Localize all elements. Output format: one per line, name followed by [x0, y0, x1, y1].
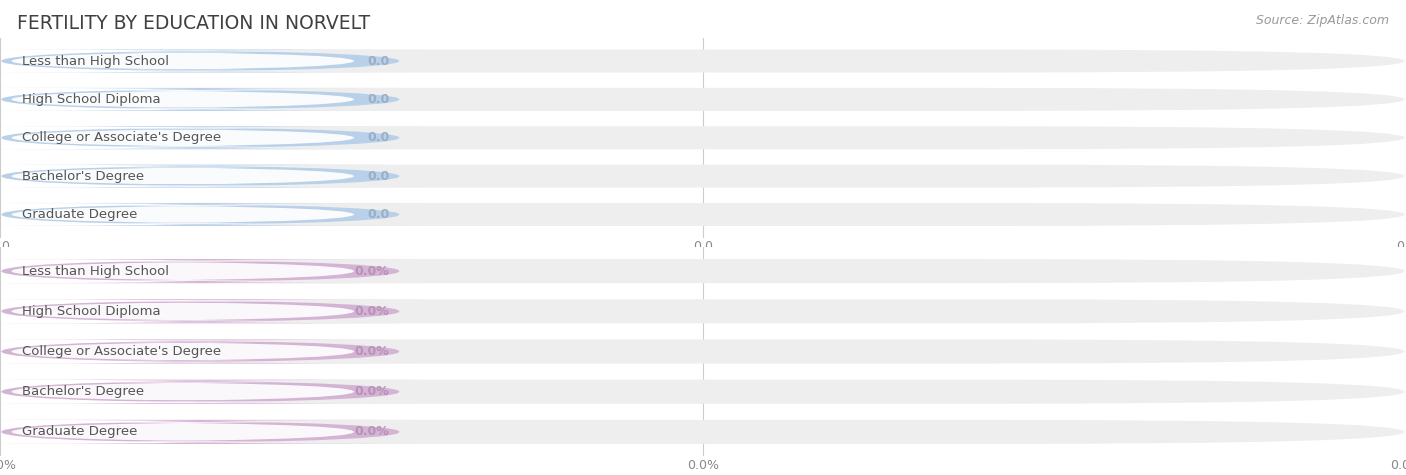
FancyBboxPatch shape	[0, 299, 423, 323]
Text: Less than High School: Less than High School	[22, 265, 170, 277]
Text: High School Diploma: High School Diploma	[22, 305, 162, 318]
FancyBboxPatch shape	[3, 342, 363, 361]
FancyBboxPatch shape	[0, 165, 423, 188]
FancyBboxPatch shape	[1, 340, 1405, 363]
Text: 0.0: 0.0	[367, 131, 389, 144]
Text: 0.0: 0.0	[367, 208, 389, 221]
Text: 0.0%: 0.0%	[354, 305, 389, 318]
FancyBboxPatch shape	[0, 126, 423, 149]
FancyBboxPatch shape	[1, 126, 1405, 149]
Text: Less than High School: Less than High School	[22, 55, 170, 67]
Text: College or Associate's Degree: College or Associate's Degree	[22, 345, 222, 358]
FancyBboxPatch shape	[3, 167, 363, 186]
FancyBboxPatch shape	[3, 382, 363, 401]
FancyBboxPatch shape	[0, 49, 423, 73]
FancyBboxPatch shape	[0, 340, 423, 363]
Text: Bachelor's Degree: Bachelor's Degree	[22, 170, 145, 182]
Text: 0.0%: 0.0%	[354, 426, 389, 438]
FancyBboxPatch shape	[3, 205, 363, 224]
Text: 0.0%: 0.0%	[354, 265, 389, 277]
FancyBboxPatch shape	[1, 259, 1405, 283]
Text: Source: ZipAtlas.com: Source: ZipAtlas.com	[1256, 14, 1389, 27]
Text: Bachelor's Degree: Bachelor's Degree	[22, 385, 145, 398]
FancyBboxPatch shape	[1, 420, 1405, 444]
Text: 0.0: 0.0	[367, 55, 389, 67]
FancyBboxPatch shape	[3, 302, 363, 321]
FancyBboxPatch shape	[1, 49, 1405, 73]
FancyBboxPatch shape	[0, 420, 423, 444]
FancyBboxPatch shape	[3, 422, 363, 442]
Text: 0.0%: 0.0%	[354, 345, 389, 358]
Text: Graduate Degree: Graduate Degree	[22, 208, 138, 221]
Text: 0.0: 0.0	[367, 170, 389, 182]
FancyBboxPatch shape	[1, 203, 1405, 226]
FancyBboxPatch shape	[3, 128, 363, 147]
Text: College or Associate's Degree: College or Associate's Degree	[22, 131, 222, 144]
Text: Graduate Degree: Graduate Degree	[22, 426, 138, 438]
Text: 0.0%: 0.0%	[354, 385, 389, 398]
FancyBboxPatch shape	[1, 380, 1405, 404]
Text: FERTILITY BY EDUCATION IN NORVELT: FERTILITY BY EDUCATION IN NORVELT	[17, 14, 370, 33]
FancyBboxPatch shape	[1, 165, 1405, 188]
FancyBboxPatch shape	[1, 88, 1405, 111]
FancyBboxPatch shape	[0, 203, 423, 226]
FancyBboxPatch shape	[3, 52, 363, 70]
FancyBboxPatch shape	[3, 261, 363, 281]
FancyBboxPatch shape	[0, 88, 423, 111]
FancyBboxPatch shape	[0, 380, 423, 404]
FancyBboxPatch shape	[0, 259, 423, 283]
Text: 0.0: 0.0	[367, 93, 389, 106]
FancyBboxPatch shape	[1, 299, 1405, 323]
FancyBboxPatch shape	[3, 90, 363, 109]
Text: High School Diploma: High School Diploma	[22, 93, 162, 106]
